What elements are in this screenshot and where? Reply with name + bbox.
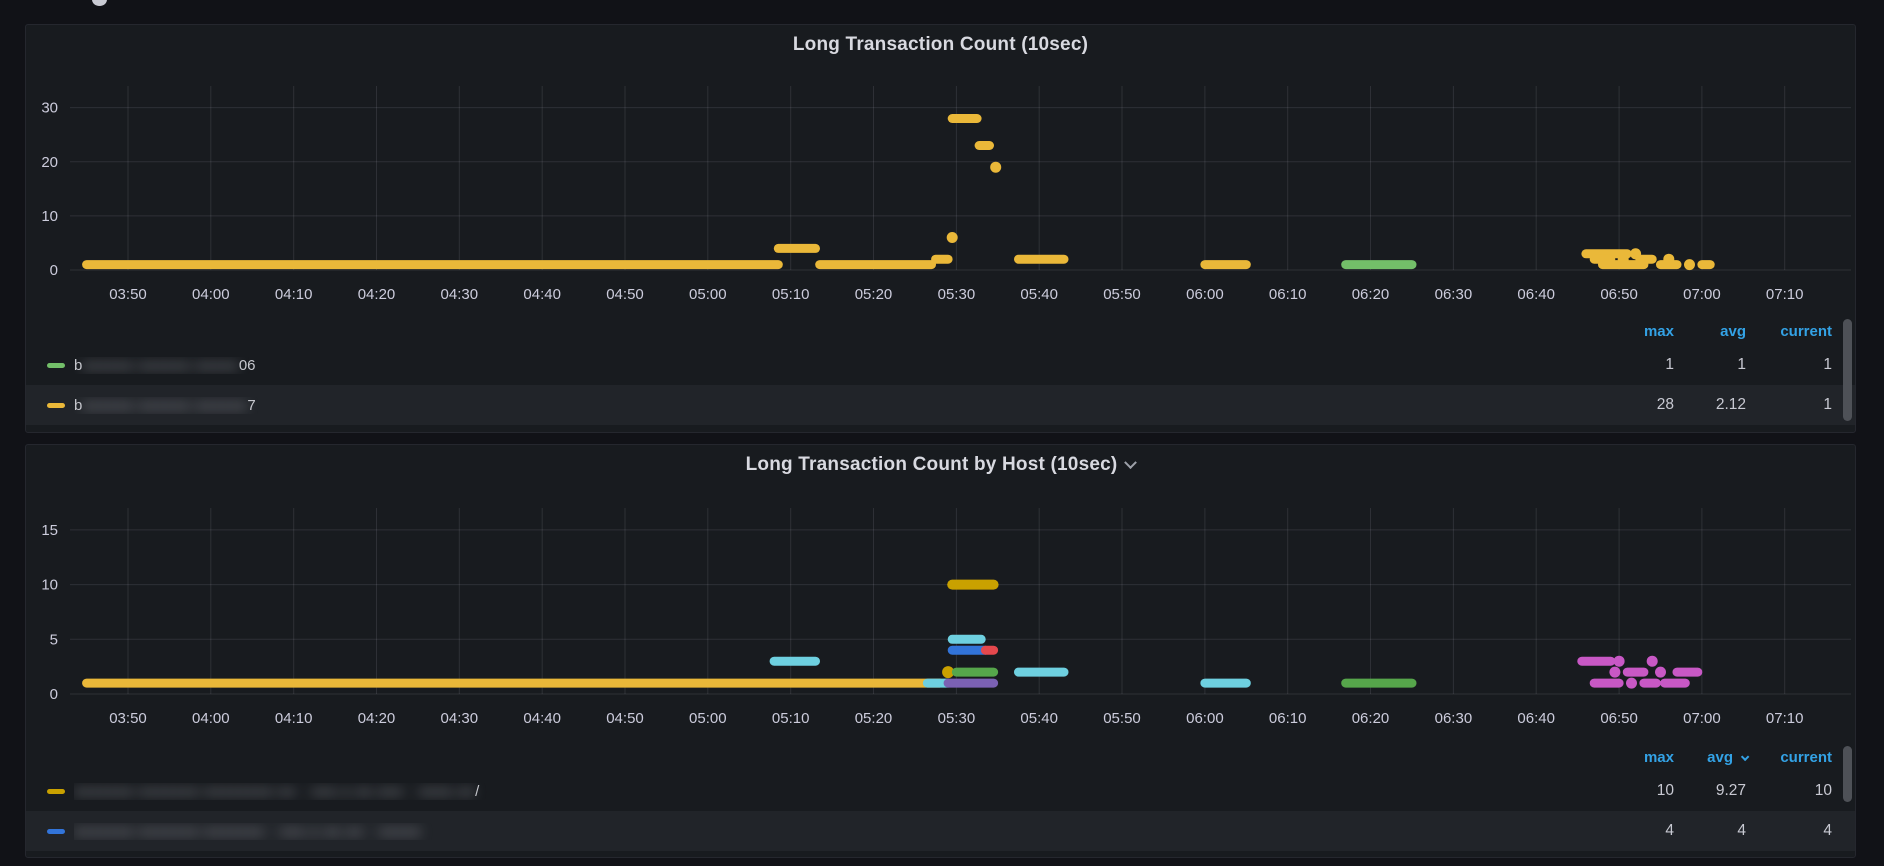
svg-text:05:10: 05:10 bbox=[772, 286, 810, 303]
svg-text:04:40: 04:40 bbox=[523, 710, 561, 727]
series-color-swatch bbox=[47, 828, 65, 834]
long-transaction-count-chart[interactable]: 03:50 04:00 04:10 04:20 04:30 04:40 04:50 05:00… bbox=[26, 25, 1857, 434]
svg-text:06:00: 06:00 bbox=[1186, 286, 1224, 303]
panel-header[interactable]: Long Transaction Count by Host (10sec) bbox=[26, 445, 1855, 485]
svg-text:30: 30 bbox=[41, 100, 58, 117]
svg-text:05:10: 05:10 bbox=[772, 710, 810, 727]
svg-text:04:30: 04:30 bbox=[441, 710, 479, 727]
svg-text:05:40: 05:40 bbox=[1020, 710, 1058, 727]
legend-sort-avg[interactable]: avg bbox=[1674, 749, 1750, 766]
legend-row: bxxxxxx-xxxxxx-xxxxxx7 28 2.12 1 bbox=[26, 385, 1855, 425]
svg-text:06:40: 06:40 bbox=[1517, 710, 1555, 727]
svg-text:04:10: 04:10 bbox=[275, 286, 313, 303]
svg-text:04:50: 04:50 bbox=[606, 710, 644, 727]
svg-text:15: 15 bbox=[41, 522, 58, 539]
legend-sort-avg[interactable]: avg bbox=[1720, 322, 1746, 340]
legend-value-current: 10 bbox=[1814, 782, 1832, 799]
svg-text:06:30: 06:30 bbox=[1435, 286, 1473, 303]
svg-text:03:50: 03:50 bbox=[109, 286, 147, 303]
svg-text:06:50: 06:50 bbox=[1600, 286, 1638, 303]
panel-long-transaction-count-by-host: 03:50 04:00 04:10 04:20 04:30 04:40 04:50 05:00… bbox=[25, 444, 1856, 858]
svg-text:05:50: 05:50 bbox=[1103, 286, 1141, 303]
svg-text:04:00: 04:00 bbox=[192, 710, 230, 727]
panel-title[interactable]: Long Transaction Count (10sec) bbox=[792, 34, 1089, 55]
legend-value-avg: 4 bbox=[1737, 822, 1746, 839]
legend-row: xxxxxxx-xxxxxxx-xxxxxxx : xxx.x.xx.xx : … bbox=[26, 811, 1855, 851]
legend-value-current: 1 bbox=[1823, 356, 1832, 373]
svg-text:05:40: 05:40 bbox=[1020, 286, 1058, 303]
series-label[interactable]: xxxxxxx-xxxxxxx-xxxxxxx : xxx.x.xx.xx : … bbox=[74, 822, 422, 840]
svg-text:20: 20 bbox=[41, 154, 58, 171]
svg-text:05:30: 05:30 bbox=[938, 286, 976, 303]
legend-value-current: 4 bbox=[1823, 822, 1832, 839]
panel-long-transaction-count: 03:50 04:00 04:10 04:20 04:30 04:40 04:50 05:00… bbox=[25, 24, 1856, 433]
legend-header-row: max avg current bbox=[26, 743, 1855, 771]
svg-text:06:00: 06:00 bbox=[1186, 710, 1224, 727]
legend-value-avg: 9.27 bbox=[1715, 782, 1746, 799]
svg-text:04:00: 04:00 bbox=[192, 286, 230, 303]
svg-text:06:20: 06:20 bbox=[1352, 710, 1390, 727]
svg-text:05:30: 05:30 bbox=[938, 710, 976, 727]
svg-text:04:40: 04:40 bbox=[523, 286, 561, 303]
legend-value-avg: 1 bbox=[1737, 356, 1746, 373]
svg-text:0: 0 bbox=[50, 262, 58, 279]
svg-text:04:50: 04:50 bbox=[606, 286, 644, 303]
svg-text:10: 10 bbox=[41, 208, 58, 225]
svg-text:05:20: 05:20 bbox=[855, 710, 893, 727]
svg-text:07:00: 07:00 bbox=[1683, 710, 1721, 727]
svg-text:06:50: 06:50 bbox=[1600, 710, 1638, 727]
legend-sort-current[interactable]: current bbox=[1780, 322, 1832, 340]
svg-text:5: 5 bbox=[50, 631, 58, 648]
legend-value-max: 28 bbox=[1656, 396, 1674, 413]
series-label[interactable]: xxxxxxx-xxxxxxx-xxxxxxxx-xx : xxx.x.xx.x… bbox=[74, 782, 480, 800]
legend-rows: bxxxxxx-xxxxxx-xxxxx06 1 1 1 bxxxxxx-xxxxxx-… bbox=[26, 345, 1855, 425]
svg-text:07:10: 07:10 bbox=[1766, 710, 1804, 727]
svg-text:04:30: 04:30 bbox=[441, 286, 479, 303]
panel-header[interactable]: Long Transaction Count (10sec) bbox=[26, 25, 1855, 65]
legend: max avg current xxxxxxx-xxxxxxx-xxxxxxxx-x… bbox=[26, 743, 1855, 851]
chevron-down-icon[interactable] bbox=[1124, 455, 1138, 469]
svg-text:04:20: 04:20 bbox=[358, 710, 396, 727]
svg-text:06:10: 06:10 bbox=[1269, 286, 1307, 303]
legend-value-max: 1 bbox=[1665, 356, 1674, 373]
svg-text:10: 10 bbox=[41, 577, 58, 594]
long-transaction-count-by-host-chart[interactable]: 03:50 04:00 04:10 04:20 04:30 04:40 04:50 05:00… bbox=[26, 445, 1857, 859]
svg-text:0: 0 bbox=[50, 686, 58, 703]
legend-value-max: 4 bbox=[1665, 822, 1674, 839]
series-color-swatch bbox=[47, 362, 65, 368]
svg-text:07:00: 07:00 bbox=[1683, 286, 1721, 303]
series-label[interactable]: bxxxxxx-xxxxxx-xxxxx06 bbox=[74, 356, 256, 374]
svg-text:05:20: 05:20 bbox=[855, 286, 893, 303]
legend-scrollbar[interactable] bbox=[1843, 319, 1852, 421]
svg-text:06:20: 06:20 bbox=[1352, 286, 1390, 303]
series-color-swatch bbox=[47, 402, 65, 408]
svg-text:06:30: 06:30 bbox=[1435, 710, 1473, 727]
svg-text:05:00: 05:00 bbox=[689, 286, 727, 303]
legend-header-row: max avg current bbox=[26, 317, 1855, 345]
legend-sort-current[interactable]: current bbox=[1780, 748, 1832, 766]
legend-value-max: 10 bbox=[1656, 782, 1674, 799]
svg-text:06:40: 06:40 bbox=[1517, 286, 1555, 303]
series-label[interactable]: bxxxxxx-xxxxxx-xxxxxx7 bbox=[74, 396, 256, 414]
clipped-row-title-fragment bbox=[92, 0, 107, 6]
svg-text:04:10: 04:10 bbox=[275, 710, 313, 727]
legend-value-avg: 2.12 bbox=[1715, 396, 1746, 413]
legend-rows: xxxxxxx-xxxxxxx-xxxxxxxx-xx : xxx.x.xx.x… bbox=[26, 771, 1855, 851]
legend-row: xxxxxxx-xxxxxxx-xxxxxxxx-xx : xxx.x.xx.x… bbox=[26, 771, 1855, 811]
legend-row: bxxxxxx-xxxxxx-xxxxx06 1 1 1 bbox=[26, 345, 1855, 385]
legend-sort-max[interactable]: max bbox=[1643, 748, 1674, 766]
legend-value-current: 1 bbox=[1823, 396, 1832, 413]
legend-scrollbar[interactable] bbox=[1843, 746, 1852, 802]
svg-text:07:10: 07:10 bbox=[1766, 286, 1804, 303]
legend-sort-max[interactable]: max bbox=[1643, 322, 1674, 340]
svg-text:05:00: 05:00 bbox=[689, 710, 727, 727]
svg-text:05:50: 05:50 bbox=[1103, 710, 1141, 727]
panel-title[interactable]: Long Transaction Count by Host (10sec) bbox=[745, 454, 1118, 475]
svg-text:06:10: 06:10 bbox=[1269, 710, 1307, 727]
legend: max avg current bxxxxxx-xxxxxx-xxxxx06 1 1 1 b… bbox=[26, 317, 1855, 425]
series-color-swatch bbox=[47, 788, 65, 794]
svg-text:04:20: 04:20 bbox=[358, 286, 396, 303]
svg-text:03:50: 03:50 bbox=[109, 710, 147, 727]
